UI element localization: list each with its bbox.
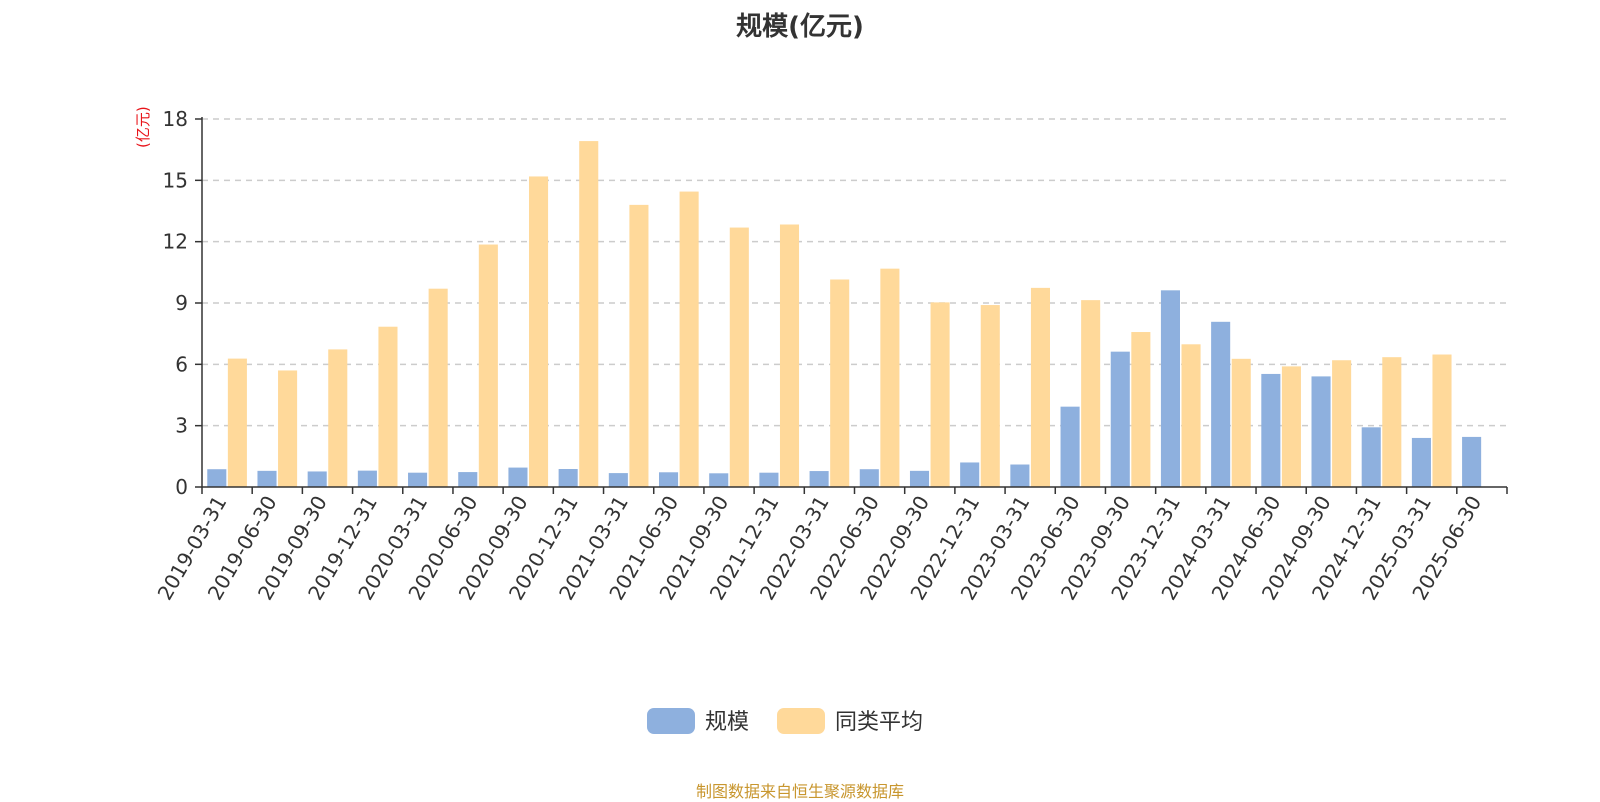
bar-category-average [278,370,298,487]
bar-category-average [830,279,850,487]
bar-scale [859,469,879,487]
legend[interactable]: 规模 同类平均 [647,708,923,735]
bar-scale [307,471,327,487]
legend-label: 同类平均 [835,710,923,735]
bar-scale [357,470,377,487]
y-tick-label: 9 [175,291,188,315]
bar-scale [1160,290,1180,487]
bar-scale [408,472,428,487]
y-tick-label: 3 [175,414,188,438]
bar-scale [1261,373,1281,487]
y-tick-label: 12 [163,230,188,254]
bar-category-average [478,244,498,487]
bar-category-average [1281,366,1301,487]
bar-category-average [980,305,1000,487]
axes: 03691215182019-03-312019-06-302019-09-30… [153,107,1508,604]
bar-scale [1411,437,1431,487]
y-tick-label: 15 [163,168,188,192]
legend-item[interactable]: 规模 [647,708,749,735]
bar-scale [1311,376,1331,487]
legend-item[interactable]: 同类平均 [777,708,923,735]
legend-swatch [777,708,825,734]
bar-scale [458,472,478,487]
bar-scale [1010,464,1030,487]
bar-scale [1060,406,1080,487]
bar-category-average [428,288,448,487]
legend-swatch [647,708,695,734]
bar-category-average [529,176,549,487]
legend-label: 规模 [705,710,749,735]
bar-category-average [1181,344,1201,487]
bar-scale [508,467,528,487]
bar-category-average [1081,300,1101,487]
chart-title: 规模(亿元) [736,12,864,42]
bar-category-average [779,224,800,487]
bar-scale [909,470,930,487]
bar-category-average [1432,354,1452,487]
source-note: 制图数据来自恒生聚源数据库 [695,782,904,801]
y-tick-label: 18 [163,107,188,131]
bar-category-average [1332,360,1352,487]
bar-category-average [1030,287,1050,487]
bar-category-average [1231,358,1251,487]
bar-category-average [1131,332,1151,487]
bar-scale [207,469,227,487]
bar-category-average [579,141,599,487]
bar-category-average [378,326,398,487]
bar-scale [257,470,277,487]
bar-scale [809,471,829,487]
bars [207,141,1482,488]
bar-scale [1361,427,1381,487]
y-tick-label: 6 [175,352,188,376]
bar-category-average [880,268,900,487]
bar-category-average [729,227,749,487]
bar-scale [759,472,779,487]
grid-lines [202,118,1507,427]
bar-scale [960,462,980,487]
bar-scale [1211,321,1231,487]
bar-scale [558,469,578,487]
bar-category-average [227,358,247,487]
bar-scale [659,472,679,487]
bar-category-average [930,302,950,487]
bar-category-average [629,204,649,487]
bar-scale [608,473,628,487]
bar-category-average [328,349,348,487]
bar-category-average [1382,357,1402,487]
bar-category-average [679,191,699,488]
bar-scale [1462,436,1482,487]
bar-scale [709,473,729,487]
bar-scale [1110,351,1130,487]
y-tick-label: 0 [175,475,188,499]
